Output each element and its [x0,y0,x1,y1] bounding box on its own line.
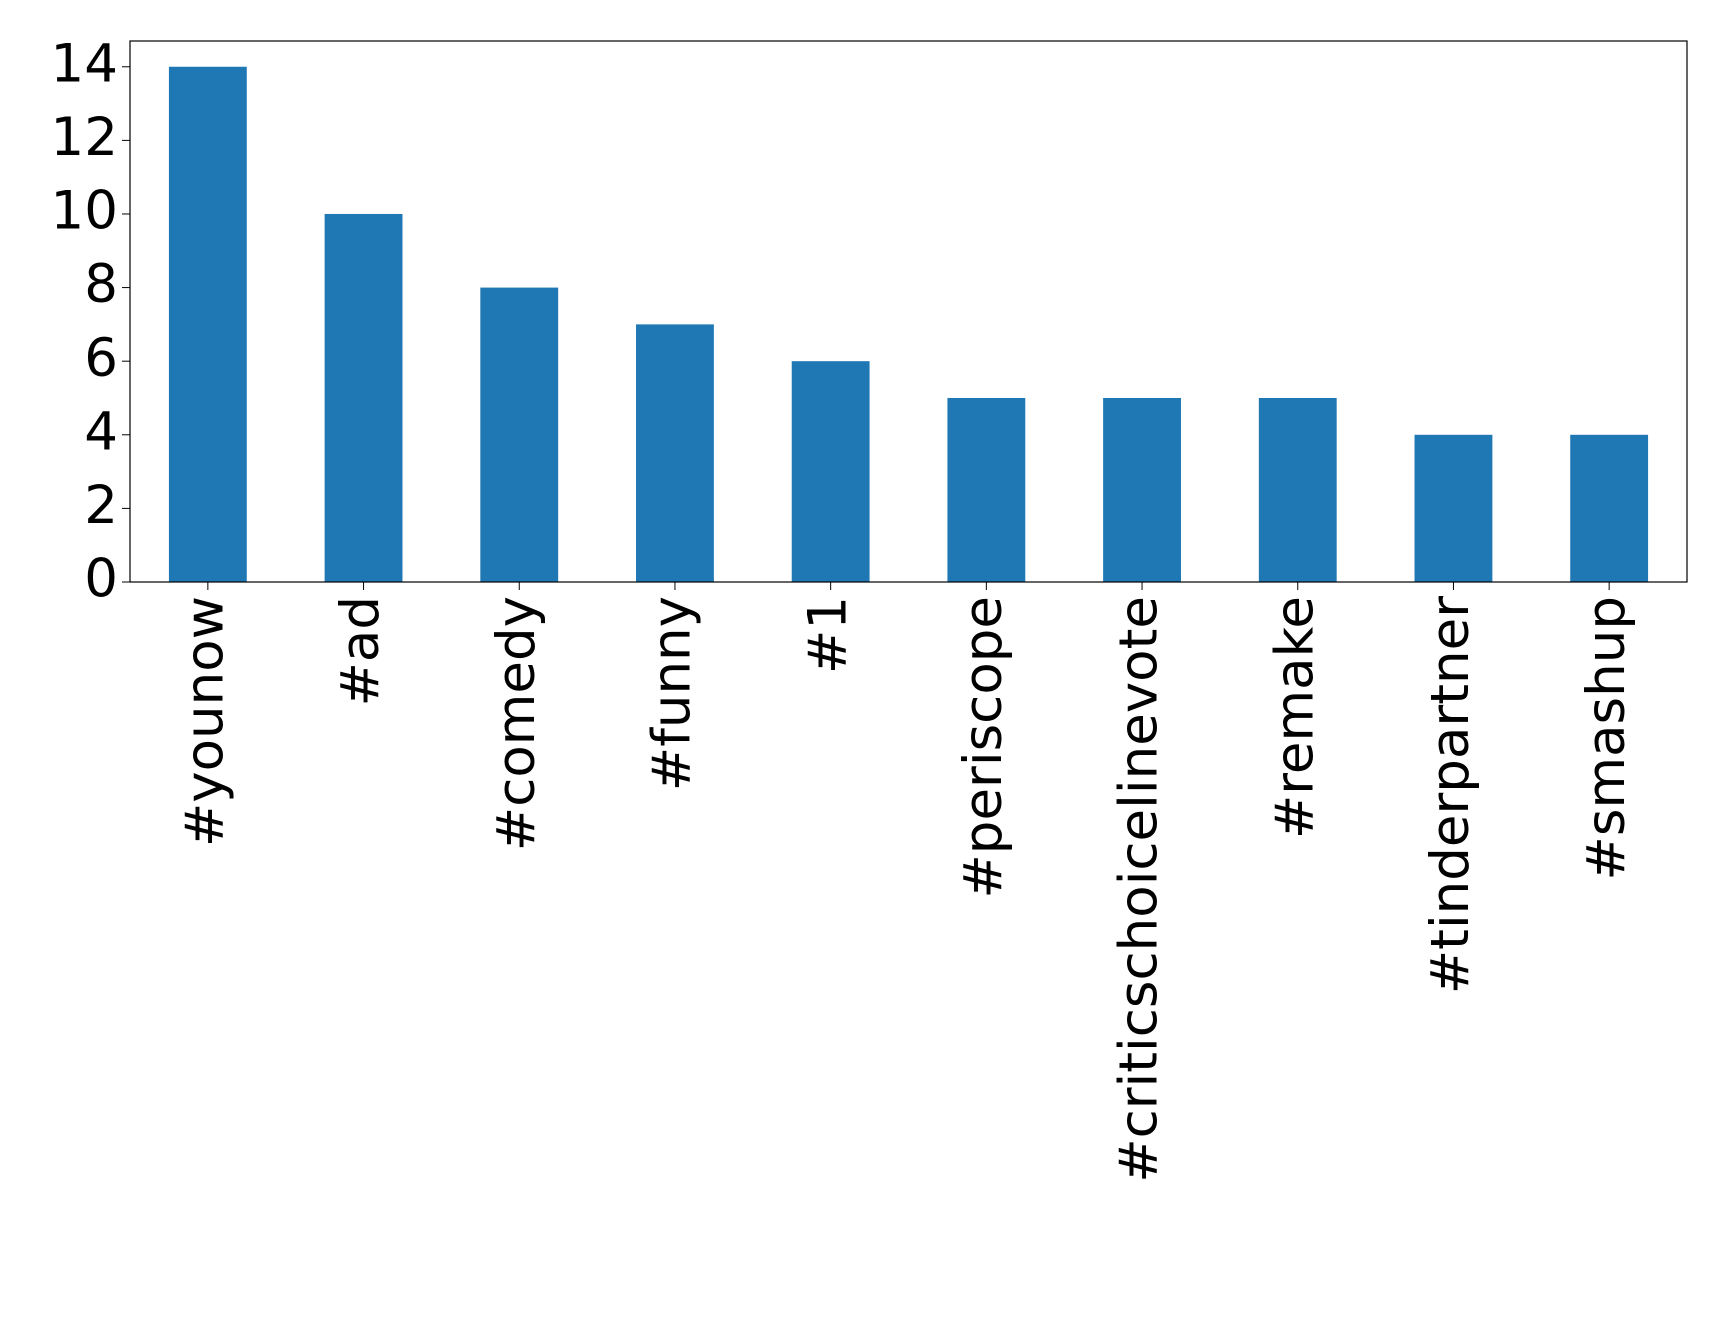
x-tick-label: #ad [330,596,391,707]
x-tick-label: #1 [797,596,858,674]
y-tick-label: 12 [51,107,118,168]
plot-frame [129,40,1688,583]
x-tick-label: #periscope [953,596,1014,899]
x-tick-label: #funny [642,596,703,791]
bar [1258,397,1337,582]
x-tick-label: #comedy [486,596,547,851]
y-tick-label: 0 [84,549,118,610]
y-tick-label: 10 [51,181,118,242]
bar [1570,434,1649,582]
bar [480,287,559,582]
x-tick-label: #younow [174,596,235,847]
bar [324,213,403,583]
bar [636,324,714,582]
bar [947,397,1026,582]
y-tick-label: 14 [51,33,118,94]
bar [1414,434,1493,582]
y-tick-label: 4 [84,401,118,462]
y-tick-label: 8 [84,254,118,315]
x-tick-label: #tinderpartner [1420,596,1481,994]
bar [1103,397,1181,582]
bar [168,66,247,582]
x-tick-label: #remake [1264,596,1325,839]
y-tick-label: 6 [84,328,118,389]
x-tick-label: #smashup [1576,596,1637,881]
x-tick-label: #criticschoicelinevote [1109,596,1170,1183]
y-tick-label: 2 [84,475,118,536]
bar [791,361,870,582]
